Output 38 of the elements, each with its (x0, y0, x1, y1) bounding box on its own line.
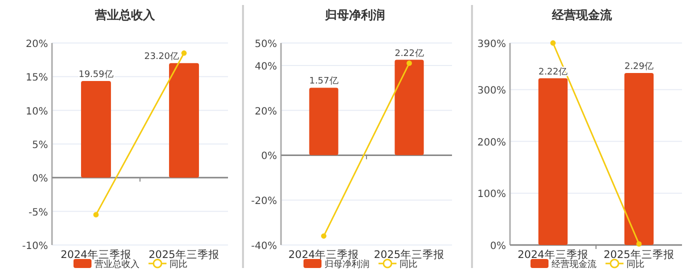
y-tick-label: 10% (26, 106, 48, 118)
chart-title: 归母净利润 (324, 8, 385, 22)
x-tick-label: 2024年三季报 (518, 248, 588, 261)
y-tick-label: 40% (254, 61, 277, 72)
data-label: 2.29亿 (624, 61, 654, 72)
legend-label: 营业总收入 (94, 259, 140, 270)
data-label: 1.57亿 (309, 76, 338, 87)
y-tick-label: -10% (22, 241, 48, 252)
y-tick-label: 5% (32, 140, 48, 151)
chart-title: 营业总收入 (94, 8, 156, 22)
legend-label: 同比 (626, 259, 644, 270)
y-tick-label: -5% (28, 207, 48, 218)
y-tick-label: 0% (32, 174, 48, 185)
y-tick-label: 20% (26, 39, 48, 50)
y-tick-label: 200% (477, 137, 506, 148)
y-tick-label: 300% (477, 86, 506, 97)
legend-label: 同比 (170, 259, 188, 270)
y-tick-label: 15% (26, 72, 48, 84)
x-tick-label: 2024年三季报 (288, 248, 360, 261)
y-tick-label: 0% (490, 241, 506, 252)
x-tick-label: 2025年三季报 (604, 248, 674, 261)
y-tick-label: 100% (477, 189, 506, 200)
x-tick-label: 2025年三季报 (148, 248, 220, 261)
y-tick-label: 390% (477, 39, 506, 50)
data-label: 19.59亿 (78, 69, 114, 80)
y-tick-label: -40% (251, 241, 277, 252)
y-tick-label: 20% (254, 106, 277, 118)
data-label: 2.22亿 (394, 48, 424, 59)
y-tick-label: 50% (254, 39, 277, 50)
legend-label: 同比 (400, 259, 418, 270)
legend-label: 归母净利润 (324, 259, 370, 270)
y-tick-label: -20% (251, 196, 277, 208)
x-tick-label: 2024年三季报 (60, 248, 132, 261)
legend-label: 经营现金流 (552, 259, 596, 270)
chart-title: 经营现金流 (551, 8, 613, 22)
data-label: 23.20亿 (144, 51, 179, 62)
y-tick-label: 0% (261, 151, 277, 162)
x-tick-label: 2025年三季报 (374, 248, 445, 261)
